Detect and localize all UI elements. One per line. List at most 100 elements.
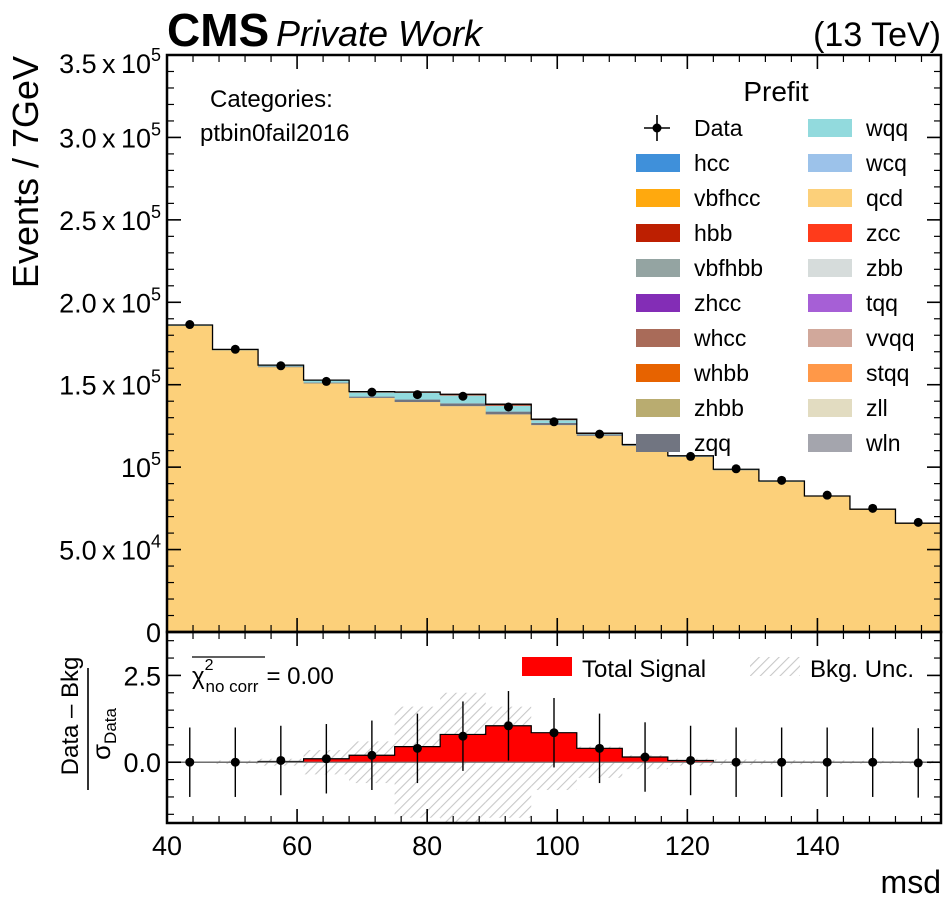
bar-qcd-5 bbox=[394, 402, 441, 632]
legend-label-zhcc: zhcc bbox=[694, 290, 741, 316]
bar-qcd-8 bbox=[531, 425, 578, 632]
legend-label-zqq: zqq bbox=[694, 430, 731, 456]
ratio-axes: 0.0 2.5 40 60 80 100 120 140 bbox=[123, 630, 943, 861]
main-y-tick-label-6: 3.0 x 105 bbox=[59, 119, 161, 153]
data-point-14 bbox=[822, 490, 832, 500]
legend-swatch-whcc bbox=[636, 329, 680, 347]
main-y-tick-label-2: 105 bbox=[121, 449, 161, 483]
legend-label-qcd: qcd bbox=[866, 185, 903, 211]
pull-point-4 bbox=[367, 750, 377, 760]
bar-qcd-11 bbox=[667, 456, 714, 632]
data-point-12 bbox=[731, 464, 741, 474]
x-tick-label-3: 100 bbox=[535, 831, 580, 861]
legend-label-wcq: wcq bbox=[865, 150, 907, 176]
data-point-9 bbox=[595, 429, 605, 439]
bar-qcd-10 bbox=[622, 445, 669, 632]
legend-swatch-vbfhbb bbox=[636, 259, 680, 277]
x-tick-label-1: 60 bbox=[282, 831, 312, 861]
legend-swatch-wln bbox=[808, 434, 852, 452]
legend-total-signal-swatch bbox=[522, 657, 572, 676]
data-point-6 bbox=[458, 391, 468, 401]
bar-qcd-13 bbox=[758, 481, 805, 632]
x-tick-label-0: 40 bbox=[152, 831, 182, 861]
legend-swatch-stqq bbox=[808, 364, 852, 382]
pull-point-12 bbox=[731, 757, 741, 767]
legend-label-vbfhbb: vbfhbb bbox=[694, 255, 763, 281]
legend-swatch-whbb bbox=[636, 364, 680, 382]
legend-swatch-wcq bbox=[808, 154, 852, 172]
legend-swatch-zcc bbox=[808, 224, 852, 242]
pull-point-16 bbox=[913, 758, 923, 768]
legend-label-wln: wln bbox=[865, 430, 901, 456]
legend-swatch-zbb bbox=[808, 259, 852, 277]
x-axis-label: msd bbox=[881, 864, 941, 900]
legend-title: Prefit bbox=[743, 76, 809, 107]
data-point-11 bbox=[686, 451, 696, 461]
legend-label-hcc: hcc bbox=[694, 150, 730, 176]
bar-qcd-4 bbox=[349, 397, 396, 632]
pull-point-7 bbox=[503, 721, 513, 731]
legend-data-marker bbox=[652, 123, 662, 133]
legend-swatch-tqq bbox=[808, 294, 852, 312]
legend-swatch-zqq bbox=[636, 434, 680, 452]
pull-point-14 bbox=[822, 757, 832, 767]
legend-bkg-unc-swatch bbox=[750, 657, 800, 676]
main-y-tick-label-5: 2.5 x 105 bbox=[59, 202, 161, 236]
legend-swatch-qcd bbox=[808, 189, 852, 207]
x-tick-label-4: 120 bbox=[665, 831, 710, 861]
pull-point-3 bbox=[321, 754, 331, 764]
data-point-3 bbox=[321, 376, 331, 386]
legend-label-zll: zll bbox=[866, 395, 888, 421]
energy-label: (13 TeV) bbox=[813, 16, 941, 54]
main-y-tick-label-0: 0 bbox=[146, 618, 161, 648]
data-point-16 bbox=[913, 517, 923, 527]
legend-swatch-vvqq bbox=[808, 329, 852, 347]
pull-point-6 bbox=[458, 731, 468, 741]
pull-point-9 bbox=[595, 743, 605, 753]
stacked-histogram bbox=[167, 324, 941, 632]
bar-qcd-15 bbox=[849, 509, 896, 632]
legend-total-signal-label: Total Signal bbox=[582, 656, 706, 683]
data-point-7 bbox=[503, 402, 513, 412]
legend-label-wqq: wqq bbox=[865, 115, 908, 141]
ratio-y-axis-label: Data – Bkg σData bbox=[57, 657, 120, 790]
legend-bkg-unc-label: Bkg. Unc. bbox=[810, 656, 914, 683]
ratio-y-label-numerator: Data – Bkg bbox=[57, 657, 84, 776]
legend-label-vvqq: vvqq bbox=[866, 325, 915, 351]
legend-label-whcc: whcc bbox=[693, 325, 746, 351]
legend-label-zcc: zcc bbox=[866, 220, 901, 246]
legend-swatch-zll bbox=[808, 399, 852, 417]
main-y-tick-label-4: 2.0 x 105 bbox=[59, 284, 161, 318]
bar-qcd-6 bbox=[440, 406, 487, 632]
chi2-label: χ2 no corr = 0.00 bbox=[192, 657, 334, 696]
pull-point-0 bbox=[185, 757, 195, 767]
legend-label-stqq: stqq bbox=[866, 360, 909, 386]
category-name: ptbin0fail2016 bbox=[200, 120, 349, 147]
private-work-label: Private Work bbox=[276, 13, 484, 54]
pull-point-8 bbox=[549, 728, 559, 738]
x-tick-label-2: 80 bbox=[412, 831, 442, 861]
main-y-tick-label-3: 1.5 x 105 bbox=[59, 367, 161, 401]
pull-point-1 bbox=[230, 757, 240, 767]
main-y-tick-label-1: 5.0 x 104 bbox=[59, 532, 161, 566]
legend-label-zhbb: zhbb bbox=[694, 395, 744, 421]
data-point-2 bbox=[276, 361, 286, 371]
bar-zqq-7 bbox=[485, 411, 532, 415]
pull-point-5 bbox=[412, 743, 422, 753]
legend-label-tqq: tqq bbox=[866, 290, 898, 316]
legend-label-zbb: zbb bbox=[866, 255, 903, 281]
legend-swatch-zhbb bbox=[636, 399, 680, 417]
bar-qcd-3 bbox=[303, 383, 350, 632]
legend-swatch-vbfhcc bbox=[636, 189, 680, 207]
legend-label-Data: Data bbox=[694, 115, 743, 141]
pull-point-11 bbox=[686, 755, 696, 765]
bar-qcd-12 bbox=[713, 469, 760, 632]
ratio-y-label-denominator: σData bbox=[86, 707, 120, 760]
pull-point-15 bbox=[868, 757, 878, 767]
legend-label-hbb: hbb bbox=[694, 220, 732, 246]
bar-qcd-9 bbox=[576, 435, 623, 632]
pull-point-2 bbox=[276, 755, 286, 765]
bar-zqq-4 bbox=[349, 396, 396, 398]
data-point-15 bbox=[868, 503, 878, 513]
